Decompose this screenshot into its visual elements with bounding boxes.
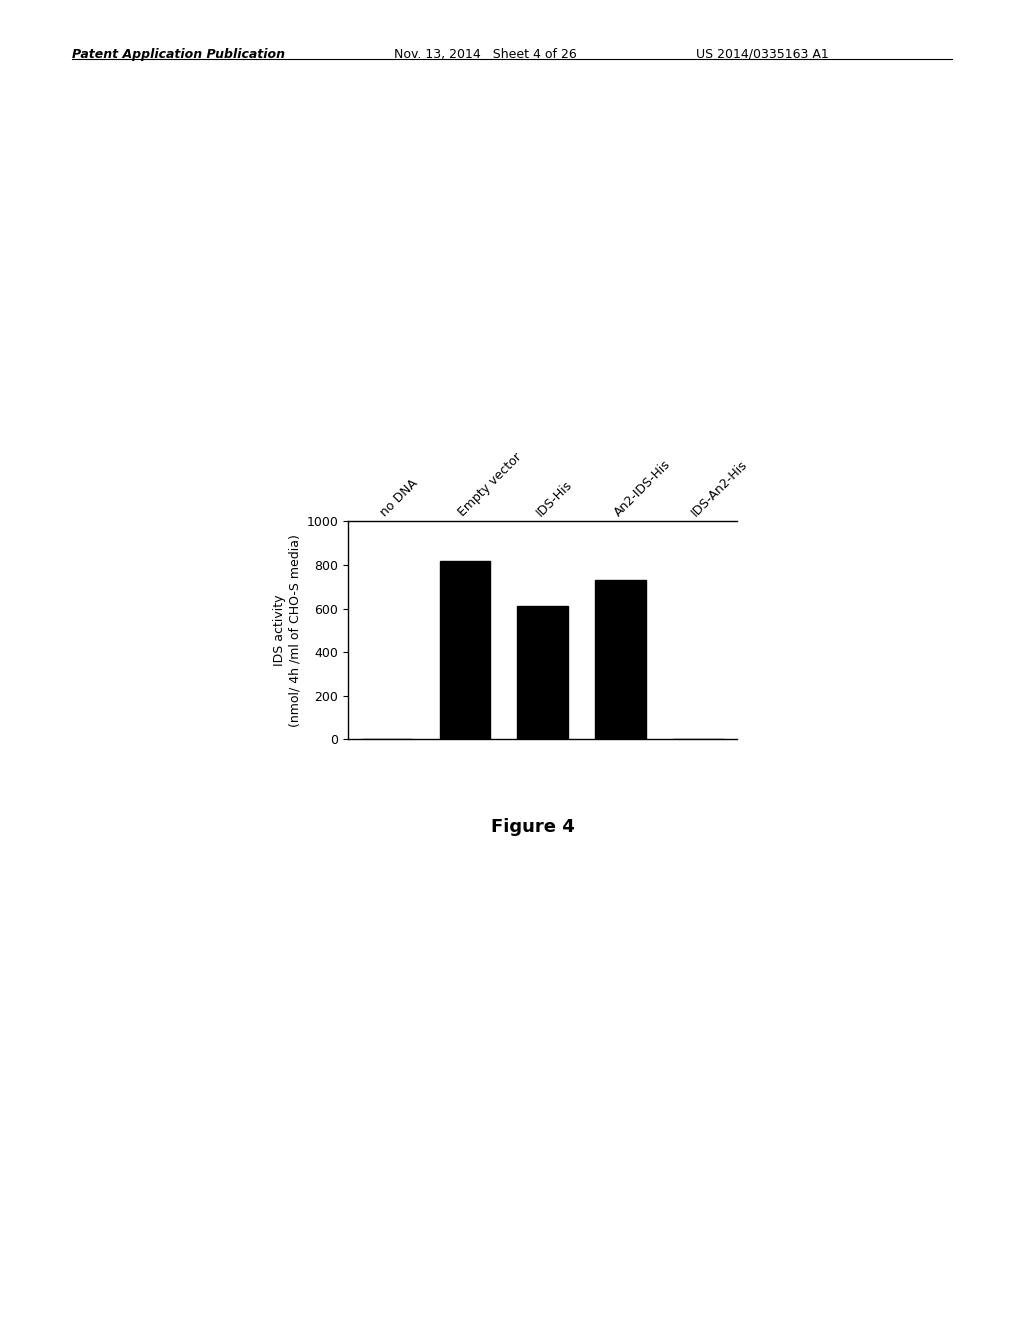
- Text: Nov. 13, 2014   Sheet 4 of 26: Nov. 13, 2014 Sheet 4 of 26: [394, 48, 577, 61]
- Bar: [595, 581, 646, 739]
- Text: Figure 4: Figure 4: [490, 818, 574, 837]
- Text: Patent Application Publication: Patent Application Publication: [72, 48, 285, 61]
- Text: US 2014/0335163 A1: US 2014/0335163 A1: [696, 48, 829, 61]
- Y-axis label: IDS activity
(nmol/ 4h /ml of CHO-S media): IDS activity (nmol/ 4h /ml of CHO-S medi…: [273, 533, 301, 727]
- Bar: [439, 561, 490, 739]
- Bar: [517, 606, 568, 739]
